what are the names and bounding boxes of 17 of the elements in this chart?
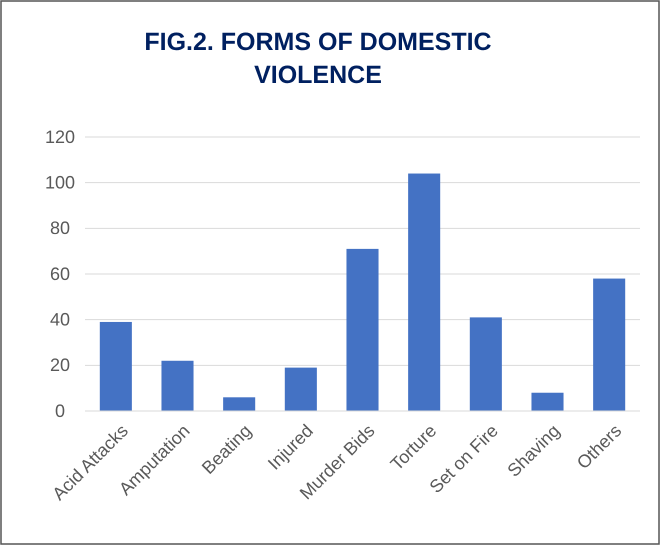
chart-title: FIG.2. FORMS OF DOMESTIC VIOLENCE xyxy=(144,28,492,89)
y-tick-label: 0 xyxy=(54,400,66,421)
bar xyxy=(470,317,502,411)
y-tick-label: 120 xyxy=(44,126,76,147)
y-tick-label: 40 xyxy=(50,309,70,330)
y-tick-label: 80 xyxy=(50,218,70,238)
bar xyxy=(531,392,564,411)
y-tick-label: 60 xyxy=(50,264,70,284)
bar xyxy=(593,278,626,411)
bar xyxy=(284,368,317,411)
bar xyxy=(223,397,256,411)
bar xyxy=(100,322,132,411)
bar xyxy=(161,360,194,411)
y-tick-label: 20 xyxy=(50,355,70,376)
y-tick-label: 100 xyxy=(44,172,76,192)
bar xyxy=(346,248,379,411)
bar xyxy=(408,174,440,411)
